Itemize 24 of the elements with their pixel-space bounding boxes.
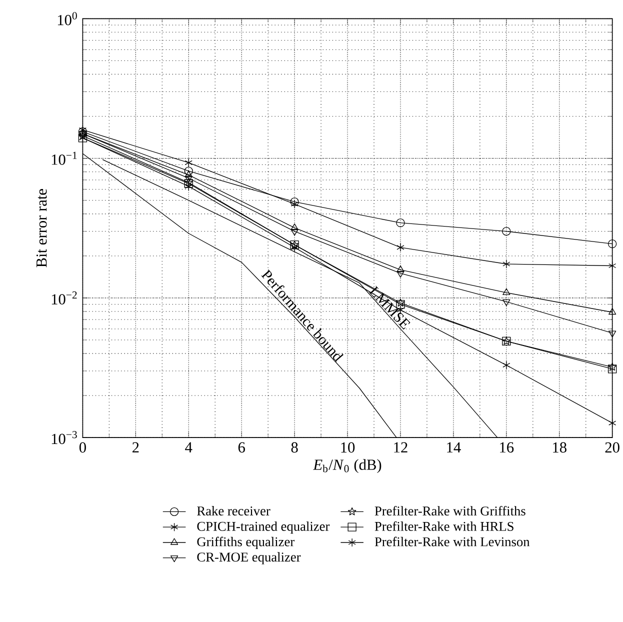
x-tick-label: 0 bbox=[79, 442, 86, 453]
x-tick-label: 2 bbox=[132, 442, 139, 453]
x-tick-label: 10 bbox=[341, 442, 355, 453]
x-tick-label: 18 bbox=[553, 442, 566, 453]
x-tick-label: 20 bbox=[605, 442, 620, 453]
y-tick-label: 10$^{0}$ bbox=[58, 12, 77, 26]
legend-label: Prefilter-Rake with Griffiths bbox=[374, 506, 526, 516]
y-tick-label: 10$^{−3}$ bbox=[52, 431, 77, 444]
legend-label: Prefilter-Rake with HRLS bbox=[374, 522, 514, 532]
x-tick-label: 4 bbox=[185, 442, 192, 453]
legend-label: Rake receiver bbox=[197, 506, 270, 516]
x-tick-label: 16 bbox=[500, 442, 514, 453]
x-tick-label: 12 bbox=[394, 442, 408, 453]
legend-label: CR-MOE equalizer bbox=[197, 552, 301, 564]
x-tick-label: 6 bbox=[238, 442, 245, 453]
x-tick-label: 8 bbox=[291, 442, 298, 453]
legend-label: Prefilter-Rake with Levinson bbox=[374, 536, 530, 546]
legend-label: CPICH-trained equalizer bbox=[197, 522, 330, 534]
y-tick-label: 10$^{−1}$ bbox=[52, 152, 77, 165]
y-tick-label: 10$^{−2}$ bbox=[52, 292, 77, 305]
x-axis-title: E$_{b}$/N$_{0}$ (dB) bbox=[313, 459, 382, 474]
y-axis-title: Bit error rate bbox=[36, 189, 47, 268]
legend-label: Griffiths equalizer bbox=[197, 536, 294, 550]
x-tick-label: 14 bbox=[447, 442, 461, 453]
